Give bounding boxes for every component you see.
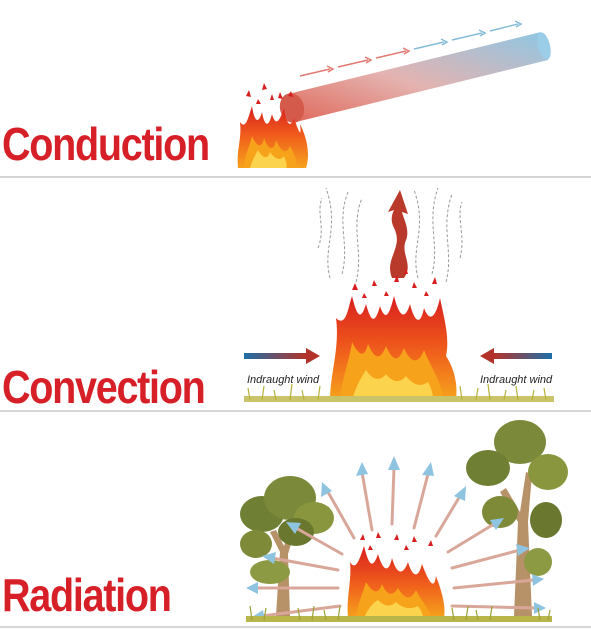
radiation-panel: Radiation	[0, 412, 591, 629]
indraught-wind-label-right: Indraught wind	[480, 374, 553, 386]
grass-icon	[244, 383, 554, 402]
radiation-illustration	[240, 420, 568, 622]
radiant-heat-arrow-icon	[262, 552, 340, 572]
grass-icon	[246, 605, 552, 622]
heated-pipe-icon	[279, 20, 551, 123]
radiant-heat-arrow-icon	[434, 486, 466, 538]
convection-panel: Indraught wind Indraught wind Convection	[0, 178, 591, 410]
radiant-heat-arrows	[246, 456, 546, 622]
radiant-heat-arrow-icon	[356, 462, 374, 532]
flame-icon	[347, 532, 445, 618]
rising-heat-arrow-icon	[388, 190, 408, 278]
radiant-heat-arrow-icon	[450, 602, 546, 614]
section-divider	[0, 176, 591, 178]
radiant-heat-arrow-icon	[450, 544, 530, 570]
indraught-arrow-icon	[480, 348, 552, 364]
indraught-arrow-icon	[244, 348, 320, 364]
radiation-heading: Radiation	[2, 569, 172, 621]
conduction-illustration	[237, 20, 551, 168]
convection-illustration	[244, 187, 554, 402]
radiant-heat-arrow-icon	[446, 518, 504, 554]
tree-icon	[240, 476, 334, 616]
flame-icon	[330, 268, 457, 400]
convection-heading: Convection	[2, 361, 206, 410]
radiant-heat-arrow-icon	[452, 574, 544, 590]
conduction-panel: Conduction	[0, 0, 591, 176]
flame-icon	[237, 83, 308, 168]
section-divider	[0, 626, 591, 628]
indraught-wind-label-left: Indraught wind	[247, 374, 320, 386]
radiant-heat-arrow-icon	[286, 522, 344, 556]
radiant-heat-arrow-icon	[388, 456, 400, 526]
radiant-heat-arrow-icon	[246, 582, 340, 594]
conduction-heading: Conduction	[2, 118, 210, 170]
radiant-heat-arrow-icon	[412, 462, 434, 530]
section-divider	[0, 410, 591, 412]
smoke-trails	[317, 187, 463, 283]
radiant-heat-arrow-icon	[321, 482, 356, 540]
